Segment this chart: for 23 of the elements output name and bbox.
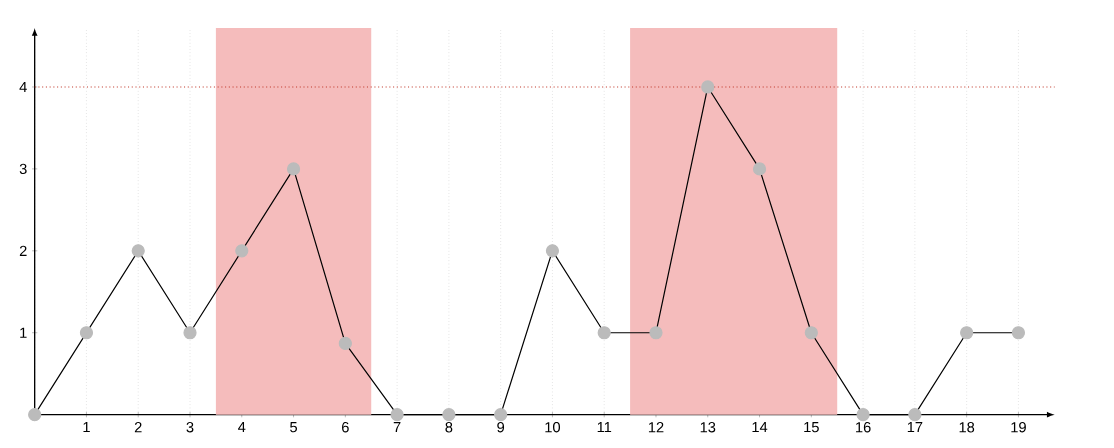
x-tick-label: 13 (700, 422, 716, 433)
x-tick-label: 10 (545, 422, 561, 433)
x-tick-label: 1 (83, 422, 90, 433)
x-tick-label: 19 (1011, 422, 1026, 433)
x-tick-label: 5 (290, 422, 298, 433)
x-tick-label: 18 (959, 422, 975, 433)
x-tick-label: 12 (648, 422, 664, 433)
x-tick-label: 4 (238, 422, 246, 433)
y-tick-label: 4 (19, 81, 27, 93)
x-tick-label: 15 (804, 422, 819, 433)
x-tick-label: 14 (752, 422, 768, 433)
x-tick-label: 9 (497, 422, 505, 433)
x-tick-label: 6 (342, 422, 349, 433)
y-tick-label: 1 (20, 327, 27, 338)
x-tick-label: 17 (907, 422, 923, 433)
x-tick-label: 11 (597, 422, 612, 433)
x-tick-label: 16 (856, 422, 871, 433)
x-tick-label: 3 (186, 422, 194, 433)
y-tick-label: 3 (19, 163, 27, 175)
y-tick-label: 2 (19, 245, 27, 256)
x-tick-label: 7 (393, 422, 401, 433)
x-tick-label: 8 (445, 422, 453, 433)
x-tick-label: 2 (134, 422, 142, 433)
